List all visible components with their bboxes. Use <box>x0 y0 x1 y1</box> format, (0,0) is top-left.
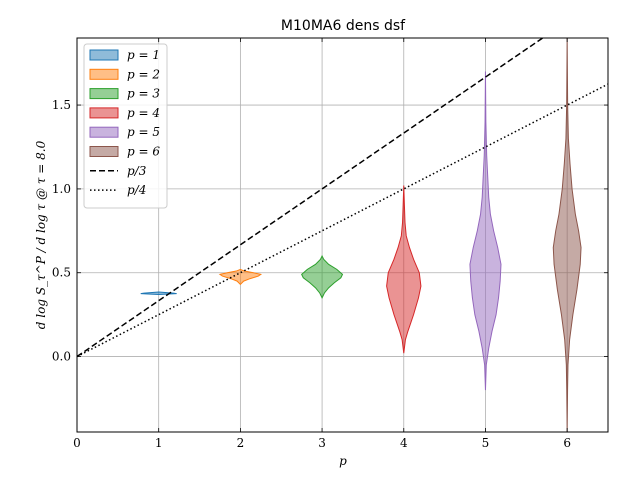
ticks: 0 1 2 3 4 5 6 0.0 0.5 1.0 1.5 <box>52 38 608 450</box>
legend-swatch <box>89 68 119 80</box>
violins <box>140 37 582 433</box>
line-p-over-3 <box>76 37 544 358</box>
violin-p2 <box>218 268 263 286</box>
legend-swatch <box>89 88 119 100</box>
legend-swatch <box>89 126 119 138</box>
plot-frame <box>76 37 609 433</box>
x-tick-label: 5 <box>482 436 490 450</box>
legend-label: p/3 <box>127 164 147 178</box>
legend-box <box>83 43 168 209</box>
x-tick-label: 0 <box>73 436 81 450</box>
legend-swatch <box>89 107 119 119</box>
legend-label: p/4 <box>127 183 146 197</box>
x-tick-label: 6 <box>563 436 571 450</box>
x-tick-label: 1 <box>155 436 163 450</box>
violin-p3 <box>301 254 344 300</box>
y-tick-label: 1.5 <box>52 98 71 112</box>
legend: p = 1 p = 2 p = 3 p = 4 p = 5 p = 6 p/3 p/4 <box>83 43 168 209</box>
legend-label: p = 6 <box>127 145 160 159</box>
legend-swatch <box>89 146 119 157</box>
legend-label: p = 1 <box>127 48 160 62</box>
legend-label: p = 3 <box>127 87 160 101</box>
legend-swatch <box>89 49 119 61</box>
x-tick-label: 2 <box>237 436 245 450</box>
legend-label: p = 2 <box>127 67 160 81</box>
y-tick-label: 1.0 <box>52 182 71 196</box>
chart-title: M10MA6 dens dsf <box>281 18 406 34</box>
x-axis-label: p <box>339 454 347 468</box>
legend-label: p = 4 <box>127 106 160 120</box>
violin-p6 <box>552 37 582 433</box>
violin-p5 <box>469 71 502 391</box>
violin-p4 <box>386 185 422 354</box>
x-tick-label: 4 <box>400 436 408 450</box>
x-tick-label: 3 <box>318 436 326 450</box>
legend-label: p = 5 <box>127 125 160 139</box>
y-tick-label: 0.0 <box>52 350 71 364</box>
reference-lines <box>76 37 609 358</box>
violin-p1 <box>140 291 177 296</box>
y-tick-label: 0.5 <box>52 266 71 280</box>
line-p-over-4 <box>76 83 609 358</box>
y-axis-label: d log S_τ^P / d log τ @ τ = 8.0 <box>34 140 48 329</box>
